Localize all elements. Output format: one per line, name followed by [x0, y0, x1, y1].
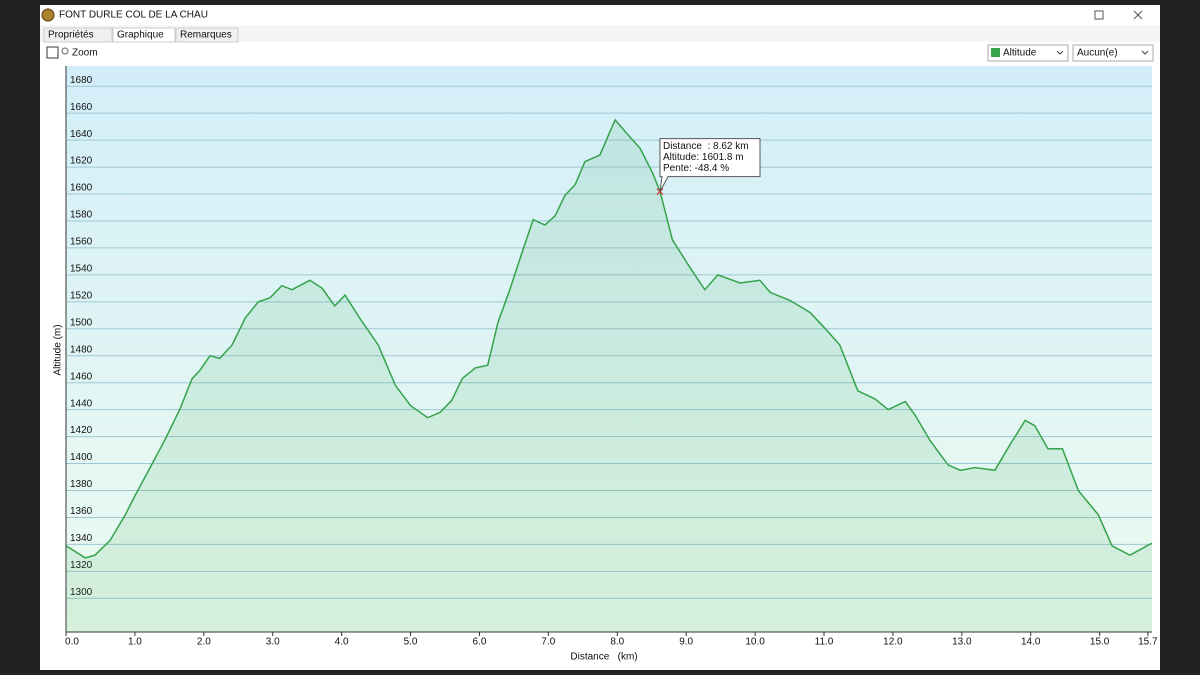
zoom-checkbox[interactable] [46, 46, 59, 59]
x-tick-label: 9.0 [679, 637, 693, 648]
x-tick-label: 14.0 [1021, 637, 1041, 648]
chart: 1300 1320 1340 1360 1380 1400 1420 1440 1460 1480… [65, 66, 1158, 648]
tab[interactable] [175, 27, 239, 43]
dropdown-arrow [1141, 50, 1149, 55]
y-tick-label: 1460 [70, 371, 93, 382]
y-tick-label: 1500 [70, 317, 93, 328]
area [66, 119, 1152, 632]
x-tick-label: 7.0 [541, 637, 555, 648]
y-tick-label: 1440 [70, 398, 93, 409]
y-tick-label: 1360 [70, 506, 93, 517]
x-tick-label: 2.0 [197, 637, 211, 648]
x-tick-label: 8.0 [610, 637, 624, 648]
tooltip-line: Altitude: 1601.8 m [663, 152, 744, 163]
second-dropdown[interactable] [1072, 44, 1154, 62]
dropdown-arrow [1056, 50, 1064, 55]
x-tick-label: 11.0 [815, 637, 834, 648]
tab-label[interactable]: Propriétés [48, 30, 94, 41]
y-axis-label: Altitude (m) [53, 324, 64, 375]
series-name[interactable]: Altitude [1003, 48, 1037, 59]
zoom-label[interactable]: Zoom [72, 48, 98, 59]
y-tick-label: 1520 [70, 290, 93, 301]
x-tick-label: 6.0 [472, 637, 486, 648]
x-tick-label: 12.0 [883, 637, 903, 648]
y-tick-label: 1540 [70, 264, 93, 275]
window-title: FONT DURLE COL DE LA CHAU [59, 10, 208, 21]
title-bar [40, 5, 1160, 25]
x-tick-label: 0.0 [65, 637, 79, 648]
x-tick-label: 1.0 [128, 637, 142, 648]
x-tick-label: 10.0 [745, 637, 765, 648]
y-tick-label: 1680 [70, 75, 93, 86]
plot-area [66, 66, 1152, 632]
app-icon [41, 8, 55, 22]
y-tick-label: 1560 [70, 237, 93, 248]
tabs: Propriétés Graphique Remarques [43, 27, 239, 43]
y-tick-label: 1580 [70, 210, 93, 221]
x-tick-label: 3.0 [266, 637, 280, 648]
x-tick-label: 4.0 [335, 637, 349, 648]
y-tick-label: 1400 [70, 452, 93, 463]
x-tick-label: 15.0 [1090, 637, 1110, 648]
series-swatch [991, 48, 1000, 57]
y-tick-label: 1600 [70, 183, 93, 194]
close-button[interactable] [1133, 10, 1143, 20]
x-axis-label: Distance (km) [570, 652, 637, 663]
tab-label[interactable]: Graphique [117, 30, 164, 41]
second-dropdown-value[interactable]: Aucun(e) [1077, 48, 1118, 59]
tab[interactable] [112, 27, 176, 43]
y-tick-label: 1620 [70, 156, 93, 167]
y-tick-label: 1300 [70, 587, 93, 598]
y-tick-label: 1420 [70, 425, 93, 436]
y-tick-label: 1640 [70, 129, 93, 140]
tooltip-box [659, 138, 761, 192]
y-tick-label: 1660 [70, 102, 93, 113]
tooltip-line: Distance : 8.62 km [663, 141, 749, 152]
tab-label[interactable]: Remarques [180, 30, 232, 41]
y-tick-label: 1340 [70, 533, 93, 544]
series-dropdown[interactable] [987, 44, 1069, 62]
y-tick-label: 1320 [70, 560, 93, 571]
line [65, 118, 1153, 559]
restore-button[interactable] [1094, 10, 1104, 20]
tab[interactable] [43, 27, 113, 43]
y-tick-label: 1480 [70, 344, 93, 355]
x-tick-label: 13.0 [952, 637, 972, 648]
x-tick-label: 5.0 [404, 637, 418, 648]
y-tick-label: 1380 [70, 479, 93, 490]
x-tick-label: 15.7 [1138, 637, 1158, 648]
zoom-icon [61, 47, 69, 55]
tooltip-line: Pente: -48.4 % [663, 163, 729, 174]
